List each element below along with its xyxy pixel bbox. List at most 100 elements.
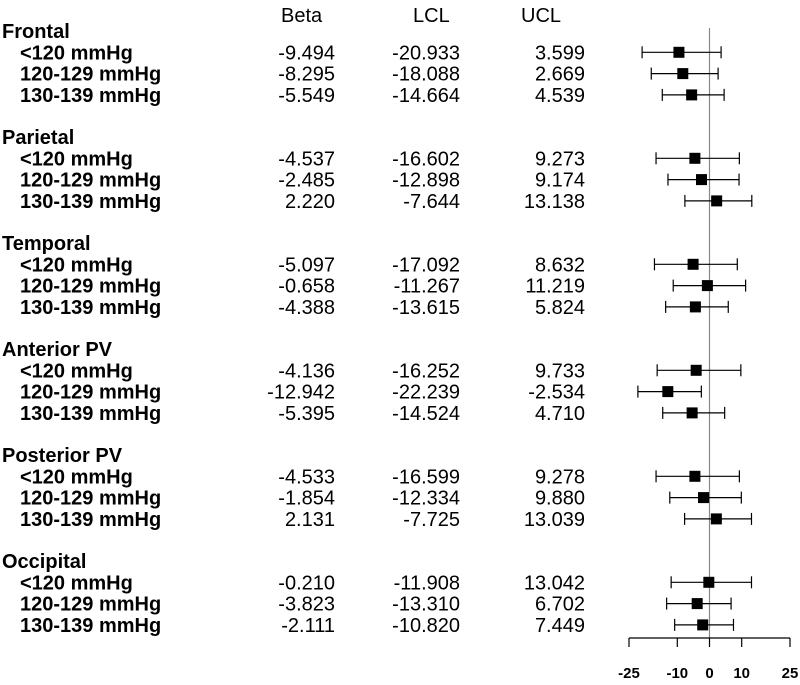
value-ucl: 9.278 [535,466,585,488]
row-label: <120 mmHg [20,466,133,488]
value-ucl: 4.710 [535,403,585,425]
value-ucl: 3.599 [535,42,585,64]
value-lcl: -7.644 [403,191,460,213]
x-tick-label: 25 [782,665,799,682]
row-label: 120-129 mmHg [20,276,161,298]
value-beta: -2.485 [278,170,335,192]
row-label: <120 mmHg [20,360,133,382]
value-lcl: -11.908 [394,572,460,594]
value-ucl: 13.039 [524,509,585,531]
beta-marker [687,258,699,270]
beta-marker [703,576,715,588]
value-ucl: 6.702 [535,594,585,616]
x-tick-label: 10 [733,665,750,682]
value-beta: -5.549 [278,85,335,107]
value-ucl: 13.138 [524,191,585,213]
value-lcl: -18.088 [392,64,460,86]
group-temporal: Temporal<120 mmHg -5.097 -17.092 8.632 120-1… [2,233,747,319]
value-ucl: 8.632 [535,254,585,276]
beta-marker [662,386,674,398]
value-beta: -4.136 [278,360,335,382]
beta-marker [689,470,701,482]
row-label: 130-139 mmHg [20,85,161,107]
value-beta: -0.658 [278,276,335,298]
group-label: Anterior PV [2,339,113,361]
value-beta: -5.395 [278,403,335,425]
group-parietal: Parietal<120 mmHg -4.537 -16.602 9.273 120-1… [2,127,753,213]
value-lcl: -10.820 [392,615,460,637]
value-ucl: 9.733 [535,360,585,382]
row-label: 120-129 mmHg [20,594,161,616]
beta-marker [691,598,703,610]
beta-marker [697,619,709,631]
value-ucl: 2.669 [535,64,585,86]
value-beta: -2.111 [281,615,335,637]
value-lcl: -20.933 [392,42,460,64]
column-headers: Beta LCL UCL [281,5,561,27]
value-lcl: -7.725 [403,509,460,531]
value-lcl: -12.898 [392,170,460,192]
beta-marker [690,364,702,376]
beta-marker [698,492,710,504]
value-lcl: -17.092 [392,254,460,276]
header-beta: Beta [281,5,323,27]
forest-rows: Frontal<120 mmHg -9.494 -20.933 3.599120-12… [2,21,753,637]
group-label: Temporal [2,233,91,255]
beta-marker [686,407,698,419]
row-label: 130-139 mmHg [20,191,161,213]
value-beta: -12.942 [267,382,335,404]
row-label: 130-139 mmHg [20,509,161,531]
beta-marker [701,280,713,292]
value-lcl: -12.334 [392,488,460,510]
header-ucl: UCL [521,5,561,27]
value-lcl: -14.524 [392,403,460,425]
group-label: Parietal [2,127,74,149]
row-label: 120-129 mmHg [20,382,161,404]
row-label: 120-129 mmHg [20,64,161,86]
beta-marker [695,174,707,186]
beta-marker [686,89,698,101]
value-beta: 2.131 [285,509,335,531]
value-ucl: 9.174 [535,170,585,192]
beta-marker [711,195,723,207]
header-lcl: LCL [413,5,450,27]
row-label: <120 mmHg [20,254,133,276]
row-label: <120 mmHg [20,148,133,170]
value-ucl: 9.273 [535,148,585,170]
value-ucl: -2.534 [528,382,585,404]
row-label: 130-139 mmHg [20,615,161,637]
group-occipital: Occipital<120 mmHg -0.210 -11.908 13.042 120… [2,551,753,637]
x-tick-label: -25 [618,665,640,682]
value-beta: -1.854 [278,488,335,510]
x-tick-label: -10 [666,665,688,682]
value-ucl: 7.449 [535,615,585,637]
value-ucl: 5.824 [535,297,585,319]
value-ucl: 13.042 [524,572,585,594]
value-lcl: -16.602 [392,148,460,170]
value-lcl: -13.615 [392,297,460,319]
row-label: <120 mmHg [20,572,133,594]
value-lcl: -14.664 [392,85,460,107]
value-beta: -4.388 [278,297,335,319]
beta-marker [710,513,722,525]
row-label: 120-129 mmHg [20,488,161,510]
value-lcl: -11.267 [394,276,460,298]
beta-marker [689,152,701,164]
beta-marker [677,68,689,80]
value-beta: -3.823 [278,594,335,616]
value-lcl: -16.252 [392,360,460,382]
group-label: Occipital [2,551,86,573]
group-label: Frontal [2,21,70,43]
value-ucl: 4.539 [535,85,585,107]
value-beta: -4.537 [278,148,335,170]
value-lcl: -22.239 [392,382,460,404]
value-ucl: 11.219 [525,276,585,298]
x-tick-label: 0 [705,665,713,682]
x-axis: -25 -10 0 10 25 [618,637,799,682]
row-label: 120-129 mmHg [20,170,161,192]
beta-marker [673,46,685,58]
row-label: <120 mmHg [20,42,133,64]
group-frontal: Frontal<120 mmHg -9.494 -20.933 3.599 120-12… [2,21,725,107]
value-ucl: 9.880 [535,488,585,510]
